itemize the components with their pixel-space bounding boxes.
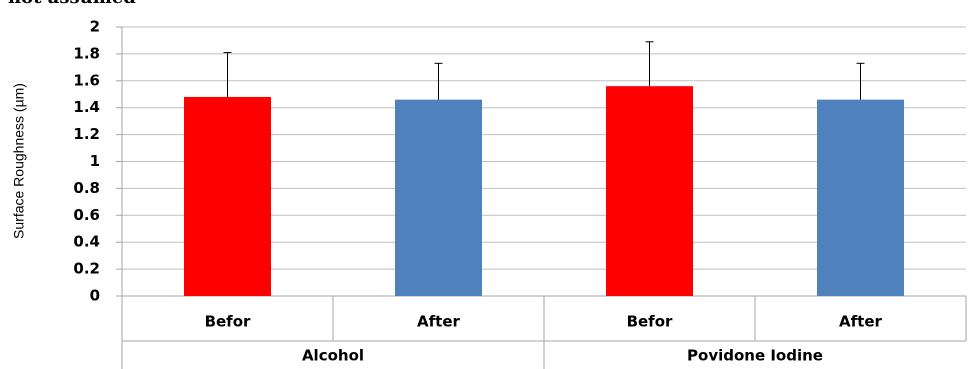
error-bar bbox=[645, 41, 654, 87]
y-tick-label: 1.2 bbox=[73, 125, 100, 143]
x-tick-label: Befor bbox=[627, 313, 673, 331]
y-tick-label: 0.6 bbox=[73, 206, 100, 224]
bar bbox=[184, 96, 271, 296]
error-bar bbox=[856, 62, 865, 100]
y-axis-label: Surface Roughness (µm) bbox=[11, 83, 27, 239]
group-label: Alcohol bbox=[302, 347, 364, 365]
group-label: Povidone Iodine bbox=[687, 347, 823, 365]
error-bar bbox=[434, 62, 443, 100]
y-tick-label: 1.6 bbox=[73, 71, 100, 89]
annotation: not assumed bbox=[8, 0, 136, 8]
error-bar bbox=[223, 52, 232, 97]
y-tick-label: 1.4 bbox=[73, 98, 100, 116]
y-tick-label: 0.4 bbox=[73, 233, 100, 251]
x-tick-label: After bbox=[417, 313, 460, 331]
bar bbox=[395, 99, 482, 296]
x-tick-label: After bbox=[839, 313, 882, 331]
y-tick-label: 0.8 bbox=[73, 179, 100, 197]
bar bbox=[817, 99, 904, 296]
y-tick-label: 0 bbox=[90, 287, 100, 305]
bar bbox=[606, 86, 693, 297]
y-tick-label: 0.2 bbox=[73, 260, 100, 278]
y-tick-label: 1 bbox=[90, 152, 100, 170]
y-tick-label: 1.8 bbox=[73, 44, 100, 62]
x-tick-label: Befor bbox=[205, 313, 251, 331]
y-tick-label: 2 bbox=[90, 18, 100, 36]
